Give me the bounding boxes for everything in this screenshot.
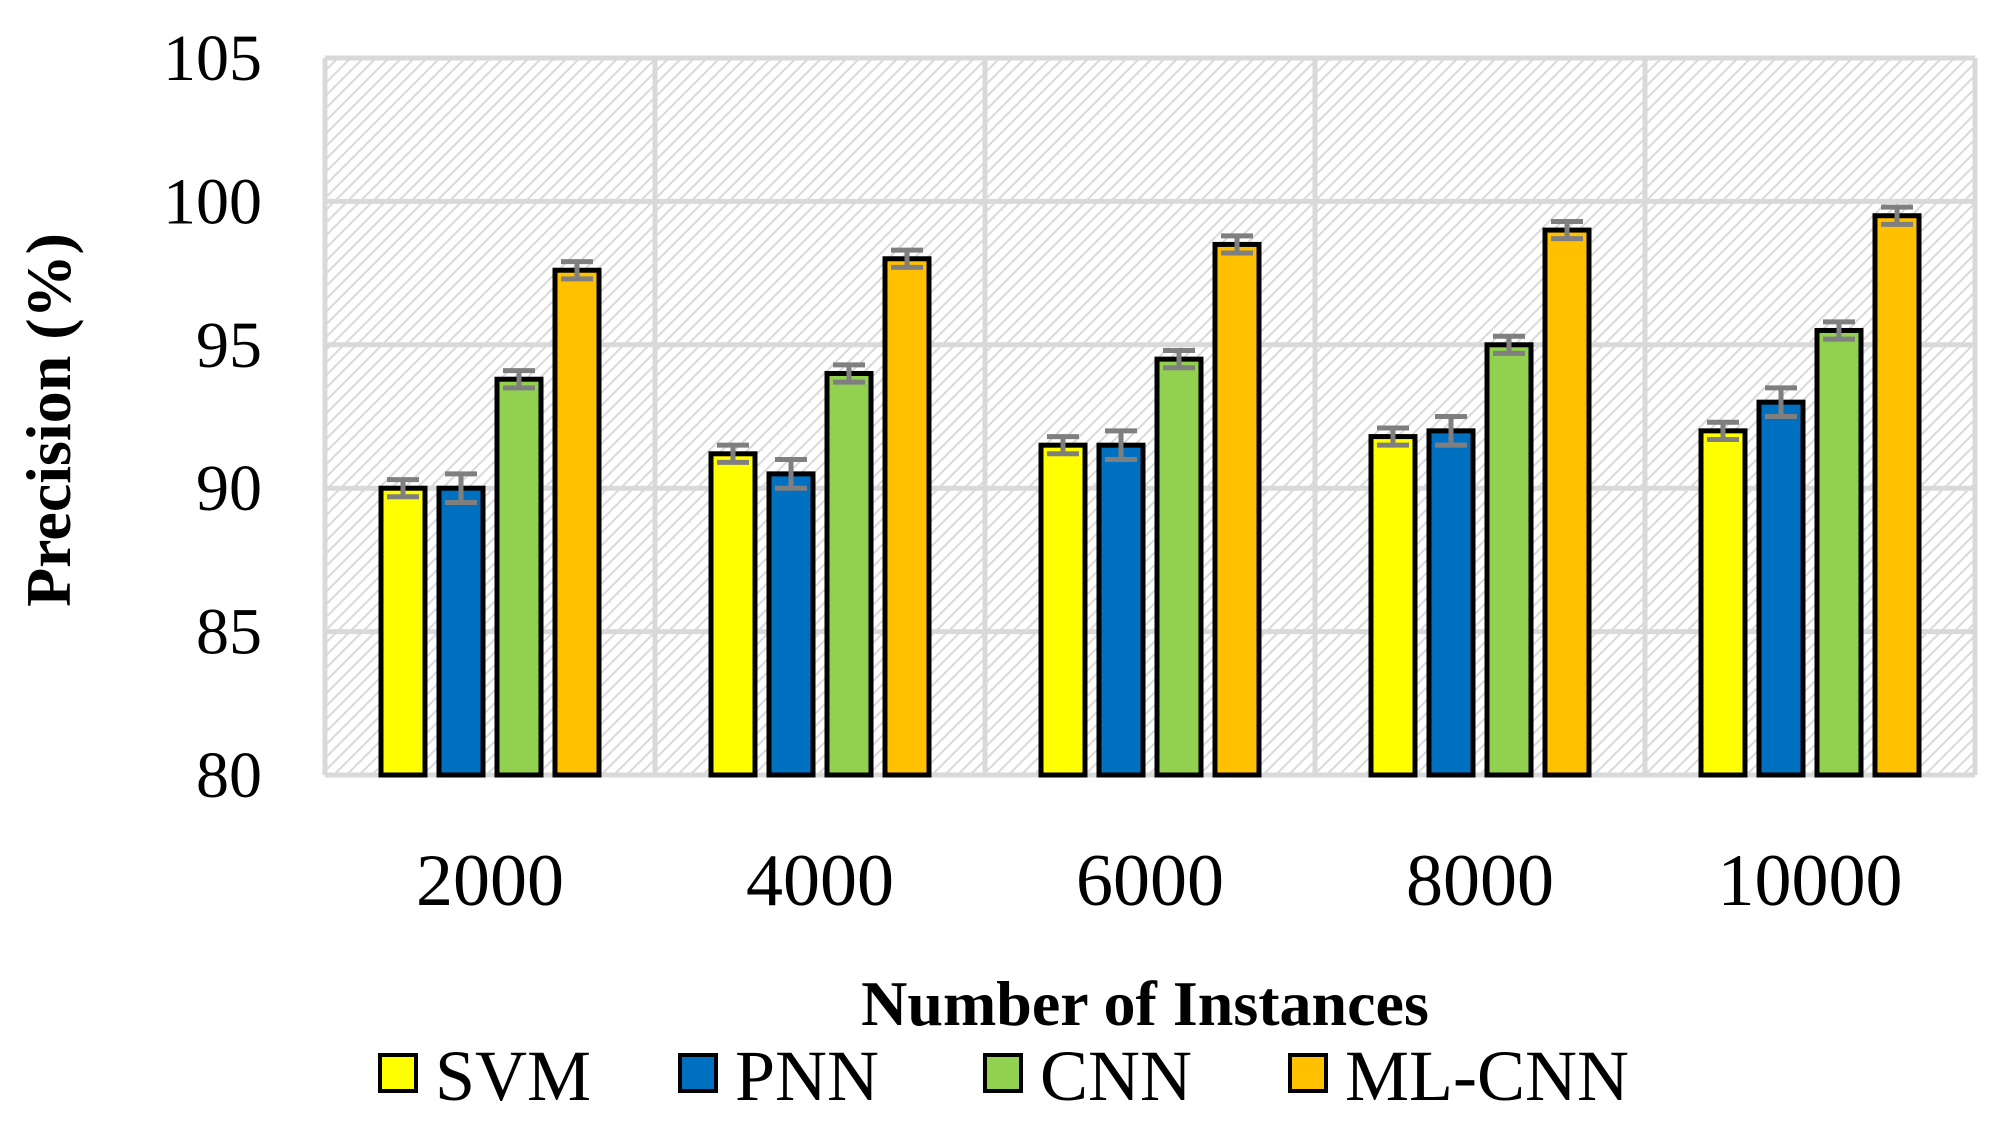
y-tick-label: 95 [196, 309, 262, 382]
x-tick-label: 8000 [1406, 840, 1554, 922]
bar [1484, 342, 1534, 778]
y-tick-labels: 80 85 90 95 100 105 [163, 22, 262, 812]
bar [1368, 434, 1418, 778]
bar [882, 256, 932, 778]
bar-group [378, 213, 1922, 778]
bar [378, 485, 428, 778]
y-tick-label: 105 [163, 22, 262, 95]
y-tick-label: 80 [196, 739, 262, 812]
legend-swatch [1288, 1053, 1328, 1093]
legend-swatch [678, 1053, 718, 1093]
y-tick-label: 100 [163, 165, 262, 238]
x-tick-label: 4000 [746, 840, 894, 922]
bar [1038, 442, 1088, 778]
bar [1756, 399, 1806, 778]
legend-label: SVM [435, 1036, 591, 1116]
x-tick-labels: 2000 4000 6000 8000 10000 [416, 840, 1903, 922]
bar [1096, 442, 1146, 778]
y-tick-label: 85 [196, 596, 262, 669]
error-bars [387, 204, 1913, 506]
bar [1872, 213, 1922, 778]
bar [1542, 227, 1592, 778]
bar [824, 370, 874, 778]
bar [436, 485, 486, 778]
legend: SVM PNN CNN ML-CNN [378, 1036, 1629, 1116]
legend-label: CNN [1040, 1036, 1192, 1116]
x-tick-label: 6000 [1076, 840, 1224, 922]
x-axis-title: Number of Instances [861, 968, 1429, 1039]
bar [1814, 327, 1864, 778]
bar [766, 471, 816, 778]
bar [708, 451, 758, 778]
y-tick-label: 90 [196, 452, 262, 525]
bar [1154, 356, 1204, 778]
bar [1426, 428, 1476, 778]
bar [1212, 241, 1262, 778]
x-tick-label: 2000 [416, 840, 564, 922]
legend-label: ML-CNN [1345, 1036, 1629, 1116]
y-axis-title: Precision (%) [13, 233, 84, 607]
legend-swatch [983, 1053, 1023, 1093]
bar [1698, 428, 1748, 778]
bar [552, 267, 602, 778]
bar [494, 376, 544, 778]
x-tick-label: 10000 [1718, 840, 1903, 922]
legend-swatch [378, 1053, 418, 1093]
legend-label: PNN [735, 1036, 879, 1116]
